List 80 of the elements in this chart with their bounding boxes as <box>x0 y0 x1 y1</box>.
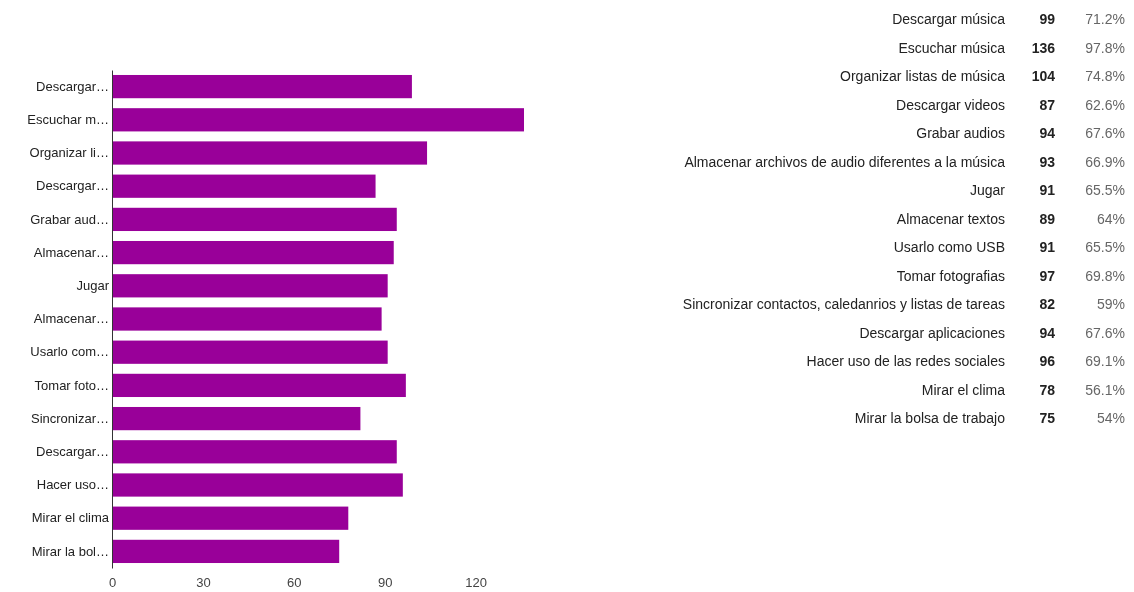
data-label: 91 <box>1039 239 1056 255</box>
text: 62.6% <box>1085 96 1125 113</box>
bar <box>112 274 388 298</box>
category-label: Mirar el clima <box>921 381 1006 398</box>
text: 64% <box>1096 210 1125 227</box>
text: 56.1% <box>1085 381 1125 398</box>
data-label: 78 <box>1039 381 1056 398</box>
category-label: Descargar videos <box>896 96 1005 113</box>
y-tick-label: Jugar <box>76 277 110 293</box>
x-tick-label: 60 <box>287 575 302 591</box>
data-label: 82 <box>1039 296 1056 312</box>
bar <box>112 406 361 431</box>
y-tick-label: Almacenar… <box>33 311 109 327</box>
y-tick-label: Grabar aud… <box>30 211 109 227</box>
category-label: Hacer uso de las redes sociales <box>806 353 1005 369</box>
text: 97.8% <box>1085 39 1125 56</box>
text: 71.2% <box>1085 11 1125 27</box>
bar <box>112 506 349 530</box>
text: 69.1% <box>1085 353 1125 369</box>
y-tick-label: Tomar foto… <box>34 377 109 393</box>
category-label: Descargar aplicaciones <box>859 324 1005 341</box>
bar <box>112 440 397 464</box>
bar <box>112 340 388 364</box>
data-label: 87 <box>1039 96 1056 113</box>
y-tick-label: Mirar el clima <box>31 510 110 526</box>
data-label: 104 <box>1031 68 1056 84</box>
data-label: 99 <box>1039 11 1056 27</box>
bar <box>112 207 397 232</box>
category-label: Organizar listas de música <box>840 68 1006 84</box>
data-label: 89 <box>1039 210 1056 227</box>
bar <box>112 473 403 497</box>
category-label: Grabar audios <box>916 125 1005 141</box>
category-label: Usarlo como USB <box>893 239 1005 255</box>
data-label: 75 <box>1039 410 1056 426</box>
category-label: Almacenar textos <box>896 210 1005 227</box>
data-label: 91 <box>1039 182 1056 198</box>
category-label: Mirar la bolsa de trabajo <box>854 410 1006 426</box>
data-label: 93 <box>1039 153 1056 170</box>
y-tick-label: Hacer uso… <box>36 477 109 493</box>
text: 67.6% <box>1085 324 1125 341</box>
bar <box>112 141 428 165</box>
data-label: 136 <box>1031 39 1056 56</box>
bar <box>112 108 524 132</box>
y-tick-label: Descargar… <box>36 178 109 194</box>
text: 74.8% <box>1085 68 1125 84</box>
text: 67.6% <box>1085 125 1125 141</box>
bar <box>112 307 382 331</box>
category-label: Jugar <box>969 182 1006 198</box>
x-tick-label: 30 <box>196 575 211 591</box>
y-tick-label: Organizar li… <box>29 145 109 161</box>
bar <box>112 539 340 564</box>
bar <box>112 174 376 198</box>
data-label: 96 <box>1039 353 1056 369</box>
bar <box>112 74 412 99</box>
text: 65.5% <box>1085 182 1125 198</box>
data-label: 94 <box>1039 125 1056 141</box>
y-tick-label: Descargar… <box>36 443 109 459</box>
x-tick-label: 90 <box>377 575 393 591</box>
category-label: Almacenar archivos de audio diferentes a la música <box>684 153 1006 170</box>
text: 66.9% <box>1085 153 1125 170</box>
data-label: 94 <box>1039 324 1056 341</box>
y-tick-label: Mirar la bol… <box>31 543 109 559</box>
y-tick-label: Almacenar… <box>33 244 109 260</box>
y-tick-label: Usarlo com… <box>30 344 109 360</box>
category-label: Escuchar música <box>898 39 1006 56</box>
bar <box>112 373 406 398</box>
category-label: Tomar fotografias <box>896 267 1005 284</box>
x-tick-label: 0 <box>108 575 117 591</box>
data-label: 97 <box>1039 267 1056 284</box>
y-tick-label: Descargar… <box>36 78 109 94</box>
x-tick-label: 120 <box>465 575 487 591</box>
text: 65.5% <box>1085 239 1125 255</box>
category-label: Descargar música <box>892 11 1006 27</box>
text: 69.8% <box>1085 267 1125 284</box>
y-tick-label: Sincronizar… <box>30 410 109 426</box>
text: 54% <box>1096 410 1125 426</box>
category-label: Sincronizar contactos, caledanrios y listas de tareas <box>682 296 1005 312</box>
text: 59% <box>1096 296 1125 312</box>
y-tick-label: Escuchar m… <box>27 111 109 127</box>
bar <box>112 240 394 265</box>
